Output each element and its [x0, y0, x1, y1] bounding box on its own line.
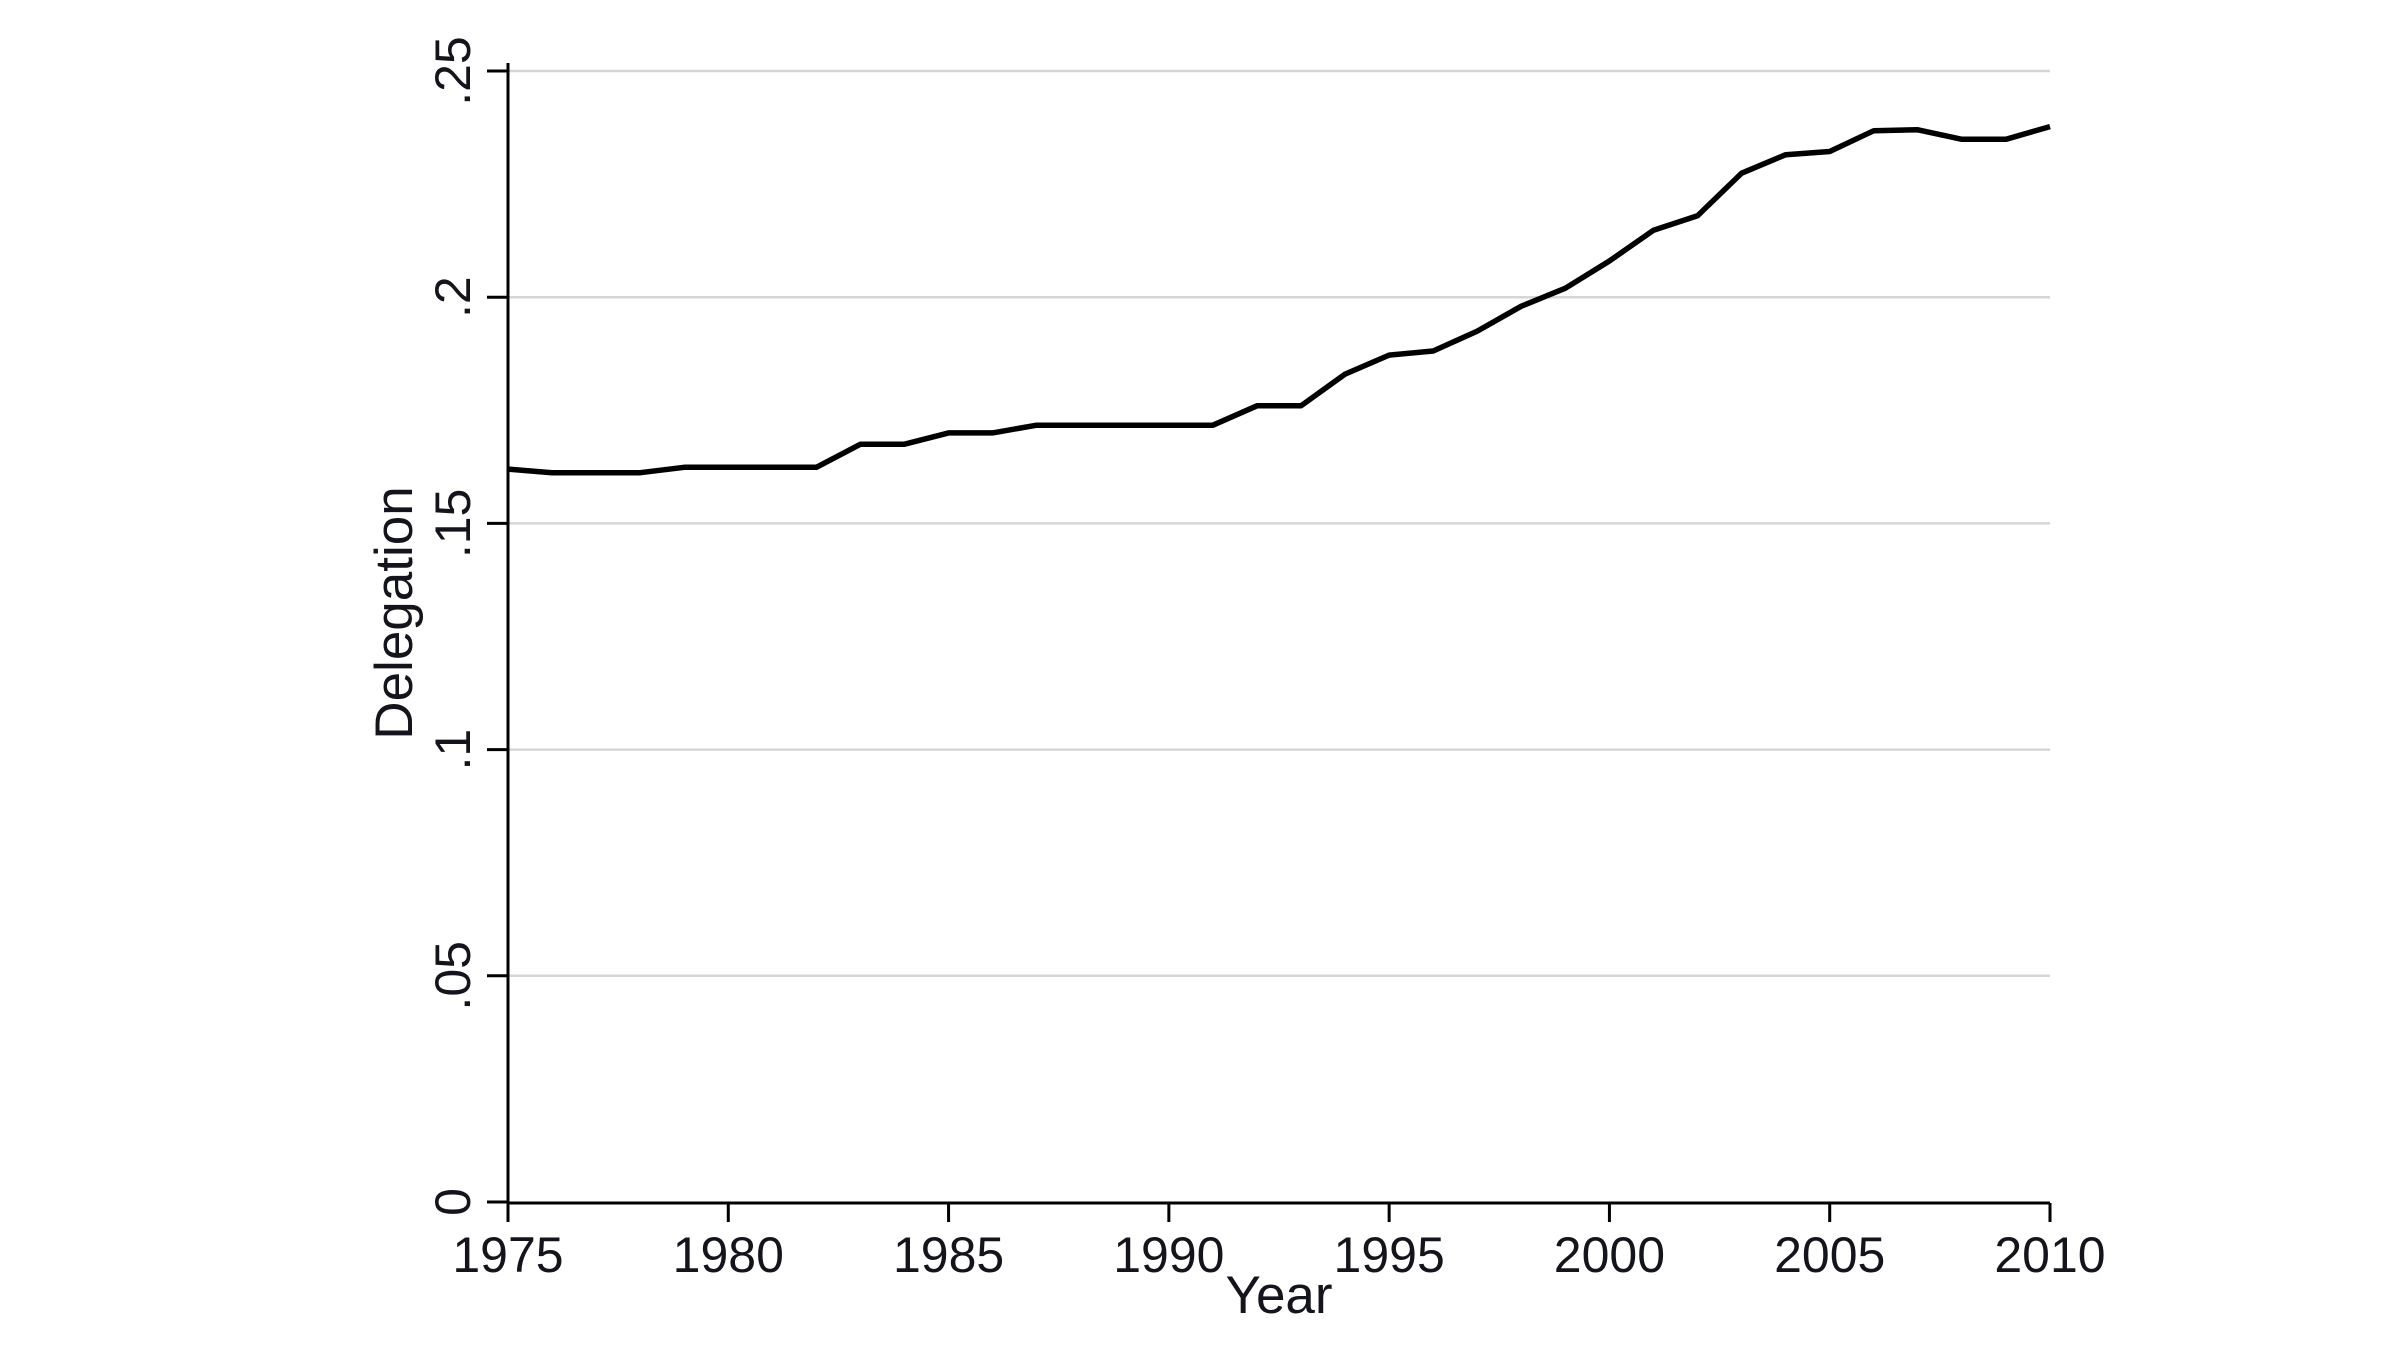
gridlines	[508, 69, 2050, 978]
x-tick-label: 1995	[1334, 1227, 1445, 1283]
y-tick-label: .2	[425, 276, 481, 318]
x-tick-label: 2000	[1554, 1227, 1665, 1283]
x-tick-label: 1990	[1113, 1227, 1224, 1283]
tick-labels: 0 .05 .1 .15 .2 .25 1975 1980 1985 1990 1995 2000 20…	[425, 36, 2106, 1283]
x-tick-label: 1985	[893, 1227, 1004, 1283]
x-tick-label: 2005	[1774, 1227, 1885, 1283]
y-tick-label: .05	[425, 941, 481, 1011]
x-tick-label: 1975	[452, 1227, 563, 1283]
x-tick-label: 1980	[673, 1227, 784, 1283]
y-axis-title: Delegation	[365, 486, 424, 739]
y-tick-label: .15	[425, 489, 481, 559]
delegation-line	[507, 123, 2051, 476]
data-series-line	[507, 123, 2051, 476]
y-tick-label: .1	[425, 729, 481, 771]
x-tick-label: 2010	[1994, 1227, 2105, 1283]
y-tick-label: .25	[425, 36, 481, 106]
y-tick-label: 0	[425, 1188, 481, 1216]
x-axis-title: Year	[1225, 1266, 1332, 1325]
axes	[487, 63, 2052, 1222]
